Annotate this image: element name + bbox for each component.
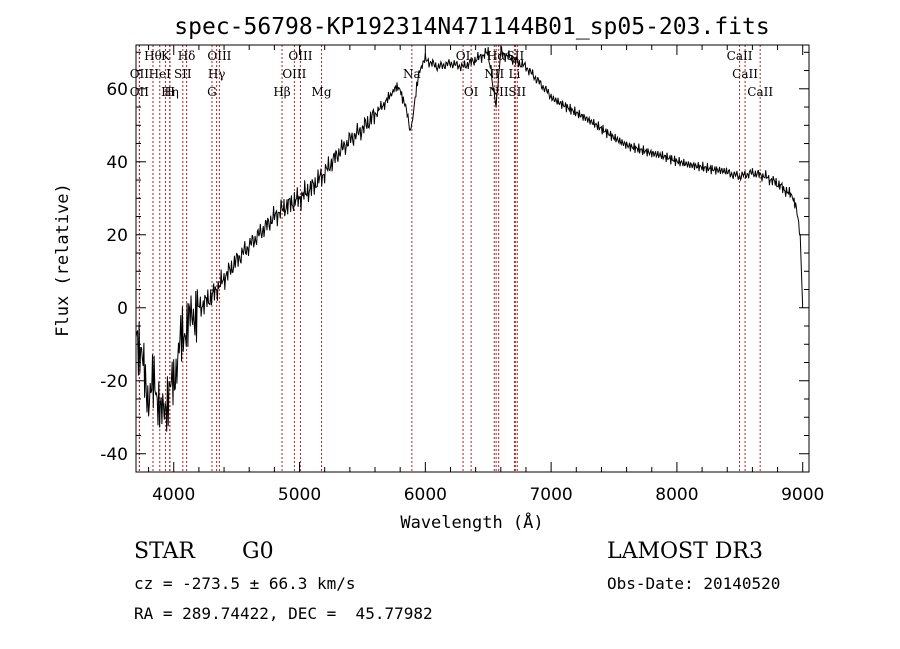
line-label-hb: Hβ: [273, 85, 290, 99]
line-label-oii: OII: [130, 67, 150, 81]
line-label-g: G: [207, 85, 217, 99]
x-tick-label: 9000: [781, 485, 824, 505]
y-tick-label: -20: [100, 372, 128, 392]
y-tick-label: 20: [106, 226, 128, 246]
line-label-hei: HeI: [149, 67, 172, 81]
x-tick-label: 6000: [404, 485, 447, 505]
x-tick-label: 7000: [529, 485, 572, 505]
line-label-na: Na: [403, 67, 421, 81]
line-label-caii_8662: CaII: [747, 85, 773, 99]
x-tick-label: 5000: [278, 485, 321, 505]
line-label-mg: Mg: [312, 85, 332, 99]
y-tick-label: 60: [106, 80, 128, 100]
y-tick-label: 0: [117, 299, 128, 319]
coordinates: RA = 289.74422, DEC = 45.77982: [134, 604, 433, 623]
y-tick-label: -40: [100, 445, 128, 465]
spectrum-line: [135, 46, 804, 432]
x-axis-ticks: 4000 5000 6000 7000 8000 9000: [148, 45, 824, 505]
line-label-oiii_4959: OIII: [282, 67, 306, 81]
plot-frame: [135, 44, 810, 473]
line-label-oiii_5007: OIII: [288, 49, 312, 63]
line-label-hg: Hγ: [208, 67, 226, 81]
x-tick-label: 4000: [152, 485, 195, 505]
line-label-h: H: [164, 85, 174, 99]
object-subclass: G0: [242, 539, 274, 564]
y-tick-label: 40: [106, 153, 128, 173]
line-label-nii_6548: NII: [484, 67, 504, 81]
object-class: STAR: [134, 539, 195, 564]
velocity-readout: cz = -273.5 ± 66.3 km/s: [134, 574, 356, 593]
y-axis-ticks: -40 -20 0 20 40 60: [100, 51, 809, 473]
line-label-he: Hη: [161, 85, 179, 99]
line-label-nii_6583: NII: [489, 85, 509, 99]
survey-label: LAMOST DR3: [607, 539, 763, 564]
line-label-oi_6300: OI: [456, 49, 471, 63]
x-axis-label: Wavelength (Å): [400, 511, 543, 533]
line-label-h9: Hθ: [144, 49, 162, 63]
x-tick-label: 8000: [655, 485, 698, 505]
y-axis-label: Flux (relative): [53, 183, 73, 337]
line-label-sii_6731: SII: [508, 85, 526, 99]
line-label-caii_8542: CaII: [732, 67, 758, 81]
line-label-oi_6364: OI: [464, 85, 479, 99]
line-label-oiii_4363: OIII: [207, 49, 231, 63]
line-label-li: Li: [508, 67, 520, 81]
line-label-sii: SII: [174, 67, 192, 81]
obs-date: Obs-Date: 20140520: [607, 574, 781, 593]
chart-title: spec-56798-KP192314N471144B01_sp05-203.f…: [174, 14, 769, 40]
line-label-hd: Hδ: [178, 49, 196, 63]
line-label-oii_b: OII: [130, 85, 150, 99]
emission-line-markers: [138, 45, 761, 472]
line-label-caii_8498: CaII: [727, 49, 753, 63]
line-label-k: K: [161, 49, 171, 63]
